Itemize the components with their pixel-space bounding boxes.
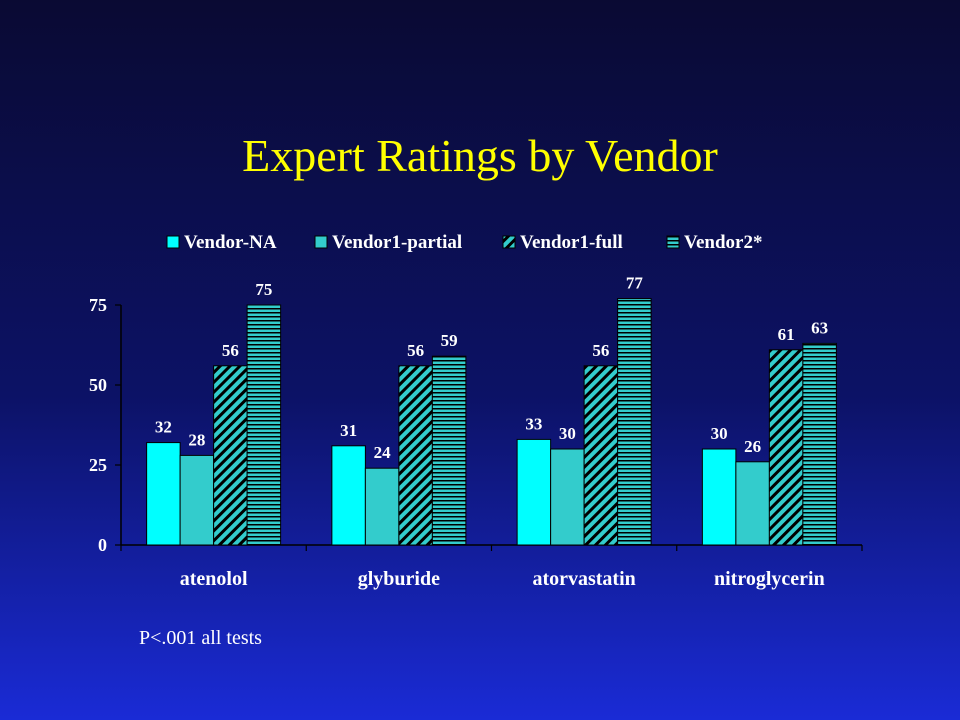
legend-swatch: [502, 235, 516, 249]
data-label: 63: [811, 318, 828, 337]
legend-entry: Vendor1-partial: [332, 232, 462, 253]
data-label: 61: [778, 325, 795, 344]
y-tick-label: 0: [98, 535, 107, 555]
legend-swatch: [166, 235, 180, 249]
bar: [213, 365, 248, 546]
category-label: atenolol: [180, 568, 248, 590]
bar: [516, 438, 552, 546]
data-label: 56: [222, 341, 239, 360]
bar: [331, 445, 366, 546]
legend-entry: Vendor2*: [684, 232, 762, 253]
bar: [768, 349, 804, 546]
legend-swatch: [314, 235, 328, 249]
data-label: 30: [559, 424, 576, 443]
bar: [364, 467, 400, 546]
data-label: 75: [255, 280, 272, 299]
bar: [583, 365, 619, 546]
bar: [146, 442, 181, 546]
category-label: nitroglycerin: [714, 568, 825, 590]
data-label: 77: [626, 274, 644, 293]
legend-entry: Vendor-NA: [184, 232, 277, 253]
bar: [398, 365, 433, 546]
slide-title: Expert Ratings by Vendor: [242, 130, 718, 181]
data-label: 56: [407, 341, 424, 360]
data-label: 33: [525, 414, 542, 433]
bar: [550, 448, 585, 546]
data-label: 31: [340, 421, 357, 440]
bar: [701, 448, 737, 546]
y-tick-label: 25: [89, 455, 107, 475]
legend-entry: Vendor1-full: [520, 232, 623, 253]
data-label: 28: [188, 430, 205, 449]
data-label: 59: [441, 331, 458, 350]
data-label: 56: [592, 341, 609, 360]
bar: [431, 355, 467, 546]
bar: [802, 342, 837, 546]
data-label: 24: [374, 443, 392, 462]
footnote: P<.001 all tests: [139, 627, 262, 649]
category-label: atorvastatin: [532, 568, 635, 590]
chart-legend: Vendor-NA Vendor1-partial Vendor1-full Vend…: [166, 232, 762, 253]
data-label: 30: [711, 424, 728, 443]
y-tick-label: 75: [89, 295, 107, 315]
chart-axes: 0 25 50 75 atenolol glyburide atorvastatin nitr…: [89, 295, 863, 590]
chart-bars: [146, 298, 837, 546]
y-tick-label: 50: [89, 375, 107, 395]
legend-swatch: [666, 235, 680, 249]
bar: [179, 454, 215, 546]
bar: [735, 461, 770, 546]
chart-data-labels: 32 28 56 75 31 24 56 59 33 30 56 77 30 26 61 63: [155, 274, 828, 463]
bar: [617, 298, 652, 546]
data-label: 32: [155, 418, 172, 437]
data-label: 26: [744, 437, 761, 456]
bar: [246, 304, 282, 546]
category-label: glyburide: [358, 568, 440, 590]
